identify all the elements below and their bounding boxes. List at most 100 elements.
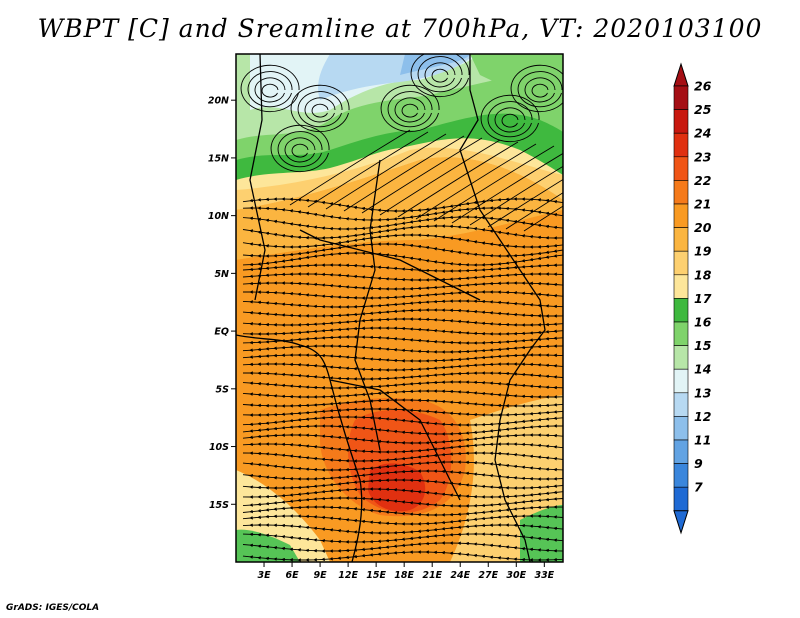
streamline — [243, 371, 563, 381]
streamline — [397, 141, 519, 218]
lat-tick-label: EQ — [214, 327, 229, 338]
colorbar-label: 9 — [694, 456, 703, 471]
lat-tick-label: 10N — [208, 211, 229, 222]
colorbar-label: 14 — [694, 362, 711, 377]
streamline — [424, 62, 456, 88]
colorbar-swatch — [673, 156, 689, 181]
lon-tick-label: 33E — [534, 570, 554, 581]
streamline — [523, 205, 563, 232]
streamline — [501, 113, 519, 128]
streamline — [242, 353, 563, 363]
colorbar-swatch — [673, 463, 689, 488]
lat-tick-label: 15N — [208, 153, 229, 164]
colorbar-swatch — [673, 109, 689, 134]
streamline — [242, 272, 563, 282]
colorbar-label: 21 — [694, 197, 711, 212]
streamline — [361, 137, 483, 214]
streamline — [242, 263, 563, 273]
colorbar-swatch — [673, 439, 689, 464]
lon-tick-label: 21E — [422, 570, 442, 581]
lon-tick-label: 24E — [450, 570, 470, 581]
streamline — [401, 103, 419, 118]
streamline — [290, 84, 350, 133]
streamline — [242, 496, 563, 508]
colorbar-swatch — [673, 274, 689, 299]
lat-tick-label: 20N — [208, 96, 229, 107]
colorbar-swatch — [673, 250, 689, 276]
lon-tick-label: 12E — [338, 570, 358, 581]
streamline — [242, 424, 563, 436]
streamline — [325, 133, 447, 210]
streamline — [311, 103, 329, 118]
streamline — [307, 131, 429, 208]
streamline — [240, 64, 300, 113]
colorbar-label: 18 — [694, 267, 712, 282]
streamline — [242, 407, 563, 417]
streamline — [387, 91, 433, 128]
colorbar-swatch — [673, 486, 689, 512]
colorbar-label: 25 — [694, 102, 712, 117]
streamline — [242, 344, 563, 354]
streamline — [415, 143, 537, 220]
colorbar-swatch — [673, 298, 689, 323]
lon-axis: 3E 6E 9E 12E 15E 18E 21E 24E 27E 30E 33E — [257, 562, 555, 581]
lon-tick-label: 30E — [506, 570, 526, 581]
streamline — [284, 137, 316, 163]
colorbar-label: 11 — [694, 433, 711, 448]
streamline — [242, 541, 563, 553]
streamline — [242, 505, 563, 517]
streamline — [433, 145, 555, 222]
colorbar-swatch — [673, 368, 689, 394]
streamline — [242, 281, 563, 291]
streamline — [242, 398, 563, 408]
streamline — [242, 415, 563, 427]
streamline — [242, 317, 563, 327]
streamline — [242, 389, 563, 399]
colorbar-swatch — [673, 180, 689, 205]
streamline — [242, 362, 563, 372]
colorbar-label: 13 — [694, 385, 711, 400]
field-green-topright — [470, 54, 563, 110]
streamline — [343, 135, 465, 212]
streamline — [242, 550, 563, 562]
streamline — [510, 64, 563, 113]
lat-tick-label: 15S — [209, 500, 229, 511]
streamline — [242, 380, 563, 390]
colorbar-swatch — [673, 345, 689, 370]
streamline — [243, 290, 563, 300]
streamline — [304, 97, 336, 123]
streamline — [297, 91, 343, 128]
streamline — [254, 77, 286, 103]
colorbar-label: 23 — [694, 149, 711, 164]
streamline — [242, 251, 563, 267]
streamline — [524, 77, 556, 103]
lat-tick-label: 10S — [209, 442, 229, 453]
colorbar-label: 17 — [694, 291, 712, 306]
colorbar-swatch — [673, 392, 689, 417]
colorbar-label: 20 — [694, 220, 712, 235]
streamline — [242, 308, 563, 318]
colorbar-swatch — [673, 416, 689, 441]
lon-tick-label: 15E — [366, 570, 386, 581]
streamline — [242, 460, 563, 472]
colorbar-top-arrow — [673, 62, 689, 87]
streamline — [242, 532, 563, 544]
colorbar-swatch — [673, 85, 689, 110]
colorbar-bottom-arrow — [673, 510, 689, 535]
streamline — [242, 451, 563, 463]
colorbar-label: 26 — [694, 79, 712, 94]
credit-label: GrADS: IGES/COLA — [6, 603, 100, 613]
colorbar-swatch — [673, 321, 689, 346]
streamline — [277, 131, 323, 168]
lat-tick-label: 5S — [216, 384, 230, 395]
streamline — [242, 335, 563, 345]
streamlines — [240, 54, 563, 562]
streamline — [379, 139, 501, 216]
colorbar-label: 12 — [694, 409, 711, 424]
streamline — [469, 165, 563, 226]
colorbar-swatch — [673, 132, 689, 158]
map-panel — [236, 54, 563, 562]
lon-tick-label: 6E — [286, 570, 300, 581]
colorbar-label: 7 — [694, 480, 703, 495]
